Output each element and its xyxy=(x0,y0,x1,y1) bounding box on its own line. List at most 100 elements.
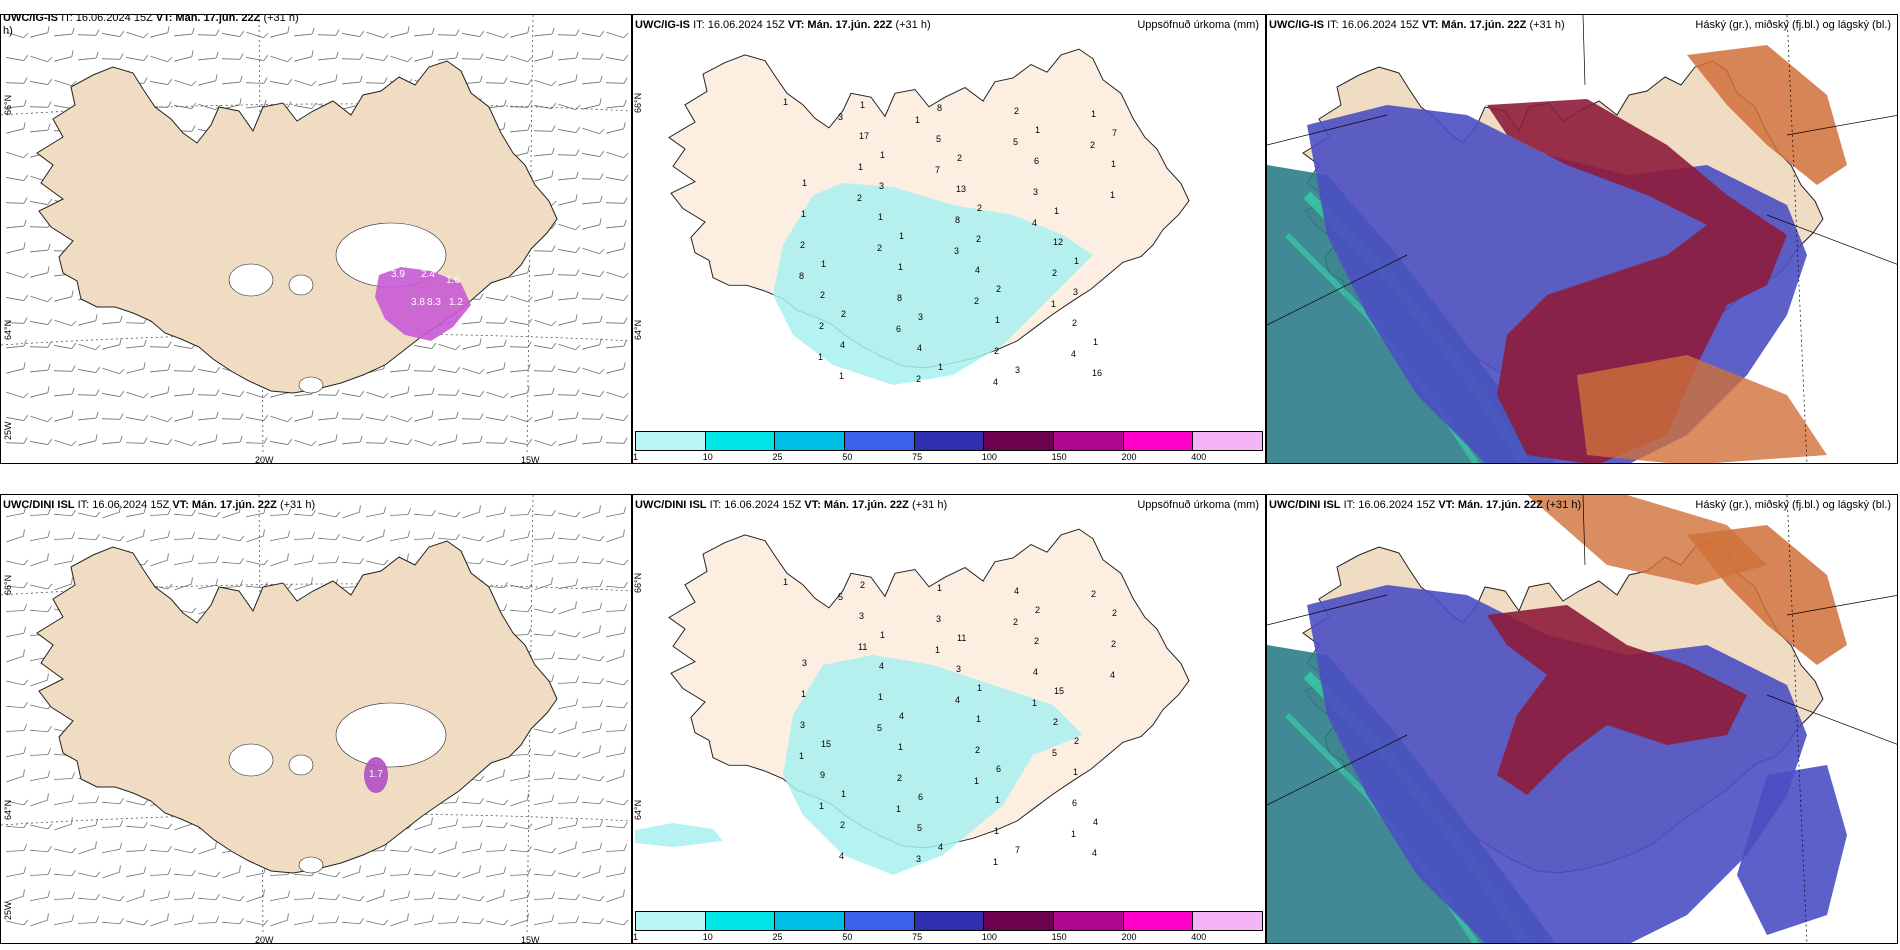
precip-value: 1 xyxy=(841,789,846,799)
glacier xyxy=(298,856,324,874)
precip-value: 2 xyxy=(800,240,805,250)
precip-value: 2 xyxy=(857,193,862,203)
precip-value: 15 xyxy=(821,739,831,749)
precip-value: 1 xyxy=(839,371,844,381)
colorbar-swatch xyxy=(845,912,915,930)
map-precip-top[interactable]: 1121211112112113373234861111617131224211… xyxy=(633,15,1266,435)
precip-value: 1 xyxy=(858,162,863,172)
lon-label-20w: 20W xyxy=(255,455,274,464)
precip-value: 3 xyxy=(802,658,807,668)
colorbar-tick-label: 75 xyxy=(912,932,923,942)
precip-value: 3 xyxy=(954,246,959,256)
precip-value: 5 xyxy=(1052,748,1057,758)
precip-value: 6 xyxy=(896,324,901,334)
precip-value: 4 xyxy=(899,711,904,721)
colorbar-swatch xyxy=(705,432,776,450)
precip-value: 6 xyxy=(918,792,923,802)
precip-value: 4 xyxy=(1092,848,1097,858)
colorbar-swatch xyxy=(636,432,706,450)
panel-precip-bottom: UWC/DINI ISL IT: 16.06.2024 15Z VT: Mán.… xyxy=(632,494,1266,944)
precip-value: 9 xyxy=(820,770,825,780)
precip-value: 1 xyxy=(1054,206,1059,216)
precip-value: 4 xyxy=(1032,218,1037,228)
precip-value: 1 xyxy=(915,115,920,125)
precip-value: 4 xyxy=(879,661,884,671)
lon-label-25w: 25W xyxy=(3,901,13,920)
colorbar-tick-label: 1 xyxy=(633,932,639,942)
wind-contour-label: 1.2 xyxy=(449,297,463,308)
precip-value: 1 xyxy=(819,801,824,811)
precip-value: 4 xyxy=(993,377,998,387)
colorbar-tick-label: 50 xyxy=(842,452,853,462)
precip-value: 3 xyxy=(916,854,921,864)
precip-value: 1 xyxy=(1093,337,1098,347)
precip-value: 11 xyxy=(957,633,966,643)
precip-value: 2 xyxy=(1052,268,1057,278)
precip-value: 4 xyxy=(1033,667,1038,677)
precip-value: 1 xyxy=(880,150,885,160)
precip-value: 2 xyxy=(975,745,980,755)
wind-contour-label: 2.4 xyxy=(421,269,435,280)
precip-value: 1 xyxy=(1073,767,1078,777)
precip-value: 5 xyxy=(838,592,843,602)
precip-value: 4 xyxy=(955,695,960,705)
colorbar-ticks: 1 10 25 50 75 100 150 200 400 xyxy=(633,931,1263,942)
panel-wind-top: UWC/IG-IS IT: 16.06.2024 15Z VT: Mán. 17… xyxy=(0,14,632,464)
precip-value: 1 xyxy=(896,804,901,814)
panel-header: UWC/IG-IS IT: 16.06.2024 15Z VT: Mán. 17… xyxy=(1269,19,1565,31)
glacier xyxy=(298,376,324,394)
precip-value: 2 xyxy=(976,234,981,244)
colorbar-swatch xyxy=(636,912,706,930)
precip-value: 5 xyxy=(917,823,922,833)
map-cloud-bottom[interactable] xyxy=(1267,495,1898,944)
map-precip-bottom[interactable]: 1112142346421115156724112121114332954212… xyxy=(633,495,1266,915)
precip-colorbar: 1 10 25 50 75 100 150 200 400 xyxy=(633,431,1263,462)
lat-label-64: 64°N xyxy=(633,799,643,820)
precip-value: 1 xyxy=(937,583,942,593)
precip-value: 2 xyxy=(974,296,979,306)
colorbar-swatch xyxy=(1054,432,1124,450)
panel-header: UWC/IG-IS IT: 16.06.2024 15Z VT: Mán. 17… xyxy=(3,14,299,37)
colorbar-tick-label: 10 xyxy=(702,452,713,462)
precip-value: 3 xyxy=(956,664,961,674)
precip-value: 1 xyxy=(898,262,903,272)
precip-value: 1 xyxy=(802,178,807,188)
panel-cloud-top: UWC/IG-IS IT: 16.06.2024 15Z VT: Mán. 17… xyxy=(1266,14,1898,464)
precip-value: 4 xyxy=(917,343,922,353)
precip-value: 1 xyxy=(783,577,788,587)
colorbar-tick-label: 1 xyxy=(633,452,639,462)
precip-value: 4 xyxy=(1071,349,1076,359)
colorbar-swatch xyxy=(984,432,1055,450)
precip-value: 7 xyxy=(1112,128,1117,138)
glacier xyxy=(335,702,447,768)
precip-value: 1 xyxy=(938,362,943,372)
precip-colorbar: 1 10 25 50 75 100 150 200 400 xyxy=(633,911,1263,942)
precip-value: 6 xyxy=(1072,798,1077,808)
colorbar-tick-label: 50 xyxy=(842,932,853,942)
lat-label-64: 64°N xyxy=(3,319,13,340)
colorbar-tick-label: 25 xyxy=(772,452,783,462)
precip-value: 17 xyxy=(859,131,869,141)
precip-value: 2 xyxy=(1053,717,1058,727)
precip-value: 2 xyxy=(841,309,846,319)
precip-value: 1 xyxy=(898,742,903,752)
precip-value: 12 xyxy=(1053,237,1063,247)
colorbar-boxes xyxy=(635,911,1263,931)
precip-value: 15 xyxy=(1054,686,1064,696)
panel-wind-bottom: UWC/DINI ISL IT: 16.06.2024 15Z VT: Mán.… xyxy=(0,494,632,944)
precip-value: 1 xyxy=(880,630,885,640)
map-wind-top[interactable]: 3.9 2.4 1.6 3.8 8.3 1.2 xyxy=(1,15,632,464)
precip-value: 8 xyxy=(937,103,942,113)
precip-area xyxy=(773,183,1093,385)
precip-value: 1 xyxy=(976,714,981,724)
map-cloud-top[interactable] xyxy=(1267,15,1898,464)
precip-values: 1121211112112113373234861111617131224211… xyxy=(783,97,1117,387)
panel-precip-top: UWC/IG-IS IT: 16.06.2024 15Z VT: Mán. 17… xyxy=(632,14,1266,464)
colorbar-tick-label: 150 xyxy=(1051,452,1067,462)
precip-title: Uppsöfnuð úrkoma (mm) xyxy=(1137,499,1259,511)
precip-value: 13 xyxy=(956,184,966,194)
precip-value: 1 xyxy=(995,795,1000,805)
wind-contour-label: 3.8 xyxy=(411,297,425,308)
colorbar-tick-label: 400 xyxy=(1191,932,1207,942)
map-wind-bottom[interactable]: 1.7 xyxy=(1,495,632,944)
